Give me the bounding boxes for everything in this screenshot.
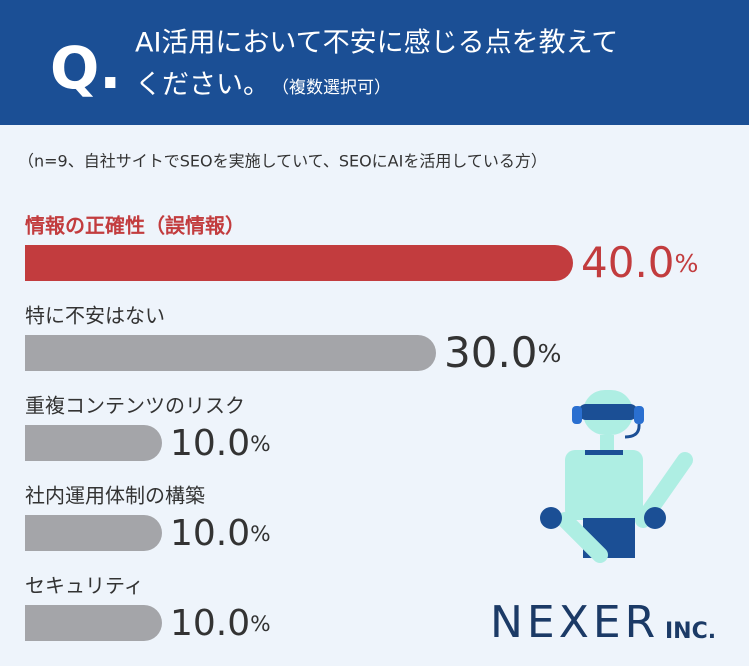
bar (25, 515, 162, 551)
category-label: 情報の正確性（誤情報） (25, 214, 245, 238)
category-label: 特に不安はない (25, 304, 165, 328)
bar (25, 335, 436, 371)
header-band (0, 0, 749, 125)
category-label: 重複コンテンツのリスク (25, 394, 245, 418)
chart-title: AI活用において不安に感じる点を教えて (135, 28, 618, 59)
value-label: 30.0% (444, 328, 561, 377)
bar (25, 425, 162, 461)
chart-title: ください。 (135, 70, 270, 101)
value-label: 10.0% (170, 513, 271, 554)
value-label: 10.0% (170, 423, 271, 464)
robot (540, 390, 693, 563)
bar (25, 245, 573, 281)
brand-suffix: INC. (665, 619, 716, 644)
subtitle: （n=9、自社サイトでSEOを実施していて、SEOにAIを活用している方） (18, 152, 547, 171)
value-label: 40.0% (581, 238, 698, 287)
category-label: セキュリティ (25, 574, 144, 598)
bar (25, 605, 162, 641)
question-mark: Q. (50, 34, 121, 102)
category-label: 社内運用体制の構築 (25, 484, 205, 508)
value-label: 10.0% (170, 603, 271, 644)
brand: NEXER (490, 597, 659, 648)
title-note: （複数選択可） (272, 78, 391, 98)
